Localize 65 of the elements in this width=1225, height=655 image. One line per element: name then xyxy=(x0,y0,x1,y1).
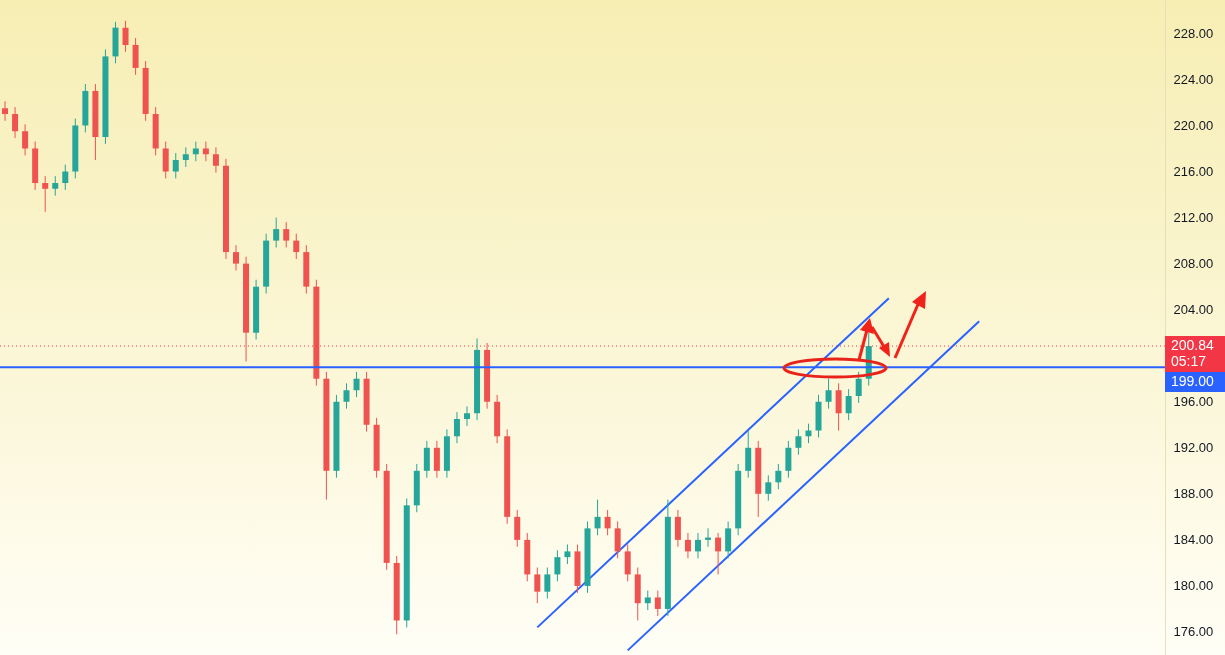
candlestick xyxy=(534,567,541,604)
candlestick xyxy=(122,20,129,53)
candlestick xyxy=(654,590,661,617)
candlestick xyxy=(765,474,772,502)
candlestick xyxy=(715,532,722,575)
candlestick xyxy=(162,141,169,179)
text: 05:17 xyxy=(1171,353,1207,370)
candlestick xyxy=(564,543,571,565)
candlestick xyxy=(52,175,59,197)
y-tick-label: 188.00 xyxy=(1173,486,1214,502)
y-tick-label: 176.00 xyxy=(1173,624,1214,640)
y-tick-label: 224.00 xyxy=(1173,71,1214,87)
candlestick xyxy=(775,463,782,490)
candlestick xyxy=(725,520,732,559)
y-tick-label: 180.00 xyxy=(1173,578,1214,594)
candlestick xyxy=(795,428,802,456)
candlestick xyxy=(614,520,621,559)
candlestick xyxy=(544,567,551,600)
y-tick-label: 212.00 xyxy=(1173,210,1214,226)
candlestick xyxy=(22,123,29,156)
candlestick xyxy=(192,141,199,162)
candlestick xyxy=(514,509,521,548)
candlestick xyxy=(644,590,651,611)
candlestick xyxy=(745,430,752,479)
candlestick xyxy=(845,388,852,421)
candlestick xyxy=(554,549,561,582)
candlestick xyxy=(2,100,9,122)
ref-line-label: 199.00 xyxy=(1171,373,1215,390)
candlestick xyxy=(423,440,430,479)
y-tick-label: 216.00 xyxy=(1173,164,1214,180)
candlestick xyxy=(604,509,611,536)
candlestick xyxy=(594,499,601,536)
candlestick xyxy=(684,532,691,559)
candlestick xyxy=(855,371,862,404)
candlestick xyxy=(464,405,470,427)
candlestick xyxy=(172,152,179,179)
candlestick xyxy=(233,244,240,272)
candlestick xyxy=(212,146,219,174)
candlestick xyxy=(202,141,209,162)
candlestick xyxy=(695,532,701,559)
candlestick xyxy=(835,382,842,432)
candlestick xyxy=(624,543,631,582)
y-tick-label: 208.00 xyxy=(1173,256,1214,272)
candlestick xyxy=(674,509,681,548)
candlestick xyxy=(62,164,69,191)
candlestick xyxy=(132,37,139,76)
ref-line-label: 200.84 xyxy=(1171,337,1215,354)
candlestick xyxy=(785,440,792,479)
candlestick xyxy=(293,233,300,260)
candlestick xyxy=(343,382,350,410)
candlestick xyxy=(283,221,290,248)
y-tick-label: 204.00 xyxy=(1173,302,1214,318)
candlestick xyxy=(825,378,832,410)
candlestick xyxy=(182,146,189,168)
y-tick-label: 228.00 xyxy=(1173,25,1214,41)
candlestick xyxy=(453,411,460,444)
candlestick xyxy=(42,175,49,213)
y-tick-label: 220.00 xyxy=(1173,117,1214,133)
candlestick xyxy=(353,371,360,398)
candlestick xyxy=(12,106,19,139)
candlestick xyxy=(273,217,280,248)
y-tick-label: 184.00 xyxy=(1173,532,1214,548)
candlestick xyxy=(433,440,440,479)
y-tick-label: 196.00 xyxy=(1173,394,1214,410)
y-tick-label: 192.00 xyxy=(1173,440,1214,456)
